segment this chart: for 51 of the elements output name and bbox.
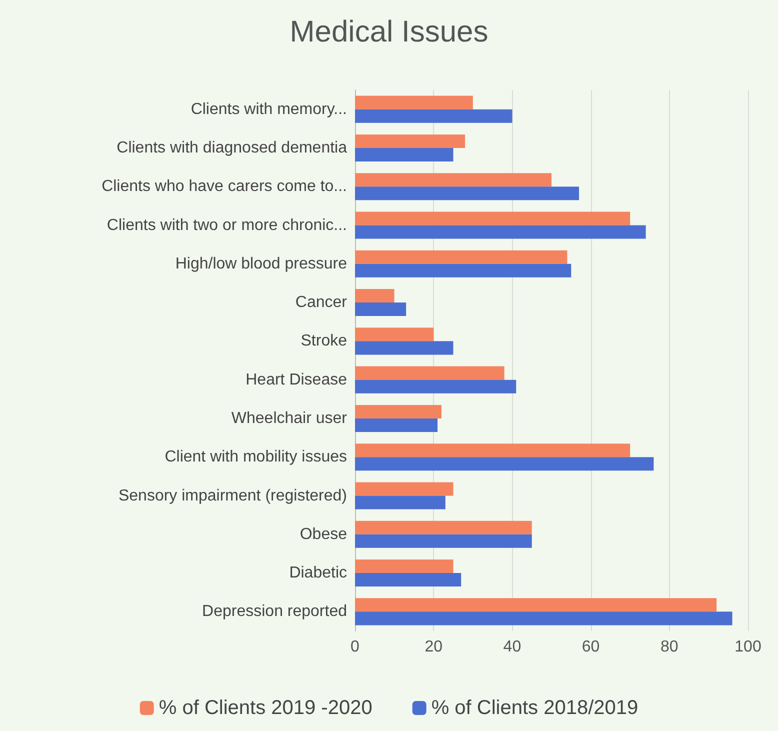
bar — [355, 573, 462, 587]
bar — [355, 612, 732, 626]
bar — [355, 598, 717, 612]
bar — [355, 225, 646, 239]
y-tick-label: Client with mobility issues — [164, 448, 347, 466]
bar — [355, 404, 442, 418]
bar — [355, 534, 532, 548]
bar — [355, 457, 654, 471]
legend-label: % of Clients 2018/2019 — [431, 697, 638, 719]
y-tick-label: Stroke — [300, 332, 348, 350]
y-tick-label: High/low blood pressure — [175, 255, 348, 272]
bar — [355, 328, 434, 342]
x-tick-label: 40 — [503, 638, 522, 656]
bar — [355, 366, 504, 380]
y-tick-label: Wheelchair user — [231, 410, 348, 427]
bar — [355, 289, 394, 303]
y-tick-label: Obese — [300, 526, 348, 543]
y-tick-label: Depression reported — [202, 603, 347, 620]
y-tick-label: Sensory impairment (registered) — [118, 487, 347, 504]
y-tick-label: Clients with memory... — [190, 100, 347, 118]
legend-label: % of Clients 2019 -2020 — [158, 697, 372, 719]
y-tick-label: Clients who have carers come to... — [102, 178, 347, 196]
bar — [355, 264, 572, 278]
bar — [355, 96, 473, 110]
bar — [355, 212, 630, 226]
bar — [355, 482, 454, 496]
bar — [355, 520, 532, 534]
bar — [355, 418, 438, 432]
bar — [355, 560, 454, 574]
bar — [355, 302, 406, 316]
x-tick-label: 20 — [424, 638, 443, 656]
y-tick-label: Clients with two or more chronic... — [106, 216, 347, 234]
bar — [355, 444, 630, 458]
bar — [355, 134, 466, 148]
bar — [355, 109, 512, 123]
y-tick-label: Cancer — [295, 294, 348, 312]
y-tick-label: Heart Disease — [246, 371, 348, 388]
x-tick-label: 0 — [350, 638, 360, 656]
y-tick-label: Clients with diagnosed dementia — [116, 139, 348, 156]
bar — [355, 186, 580, 200]
x-tick-label: 80 — [660, 638, 678, 656]
bar — [355, 148, 454, 162]
bar — [355, 341, 454, 355]
bar — [355, 250, 568, 264]
chart-title: Medical Issues — [290, 16, 488, 48]
x-tick-label: 60 — [582, 638, 600, 656]
x-tick-label: 100 — [734, 638, 762, 656]
bar — [355, 380, 516, 394]
bar — [355, 496, 446, 510]
bar — [355, 173, 552, 187]
y-tick-label: Diabetic — [289, 564, 347, 582]
